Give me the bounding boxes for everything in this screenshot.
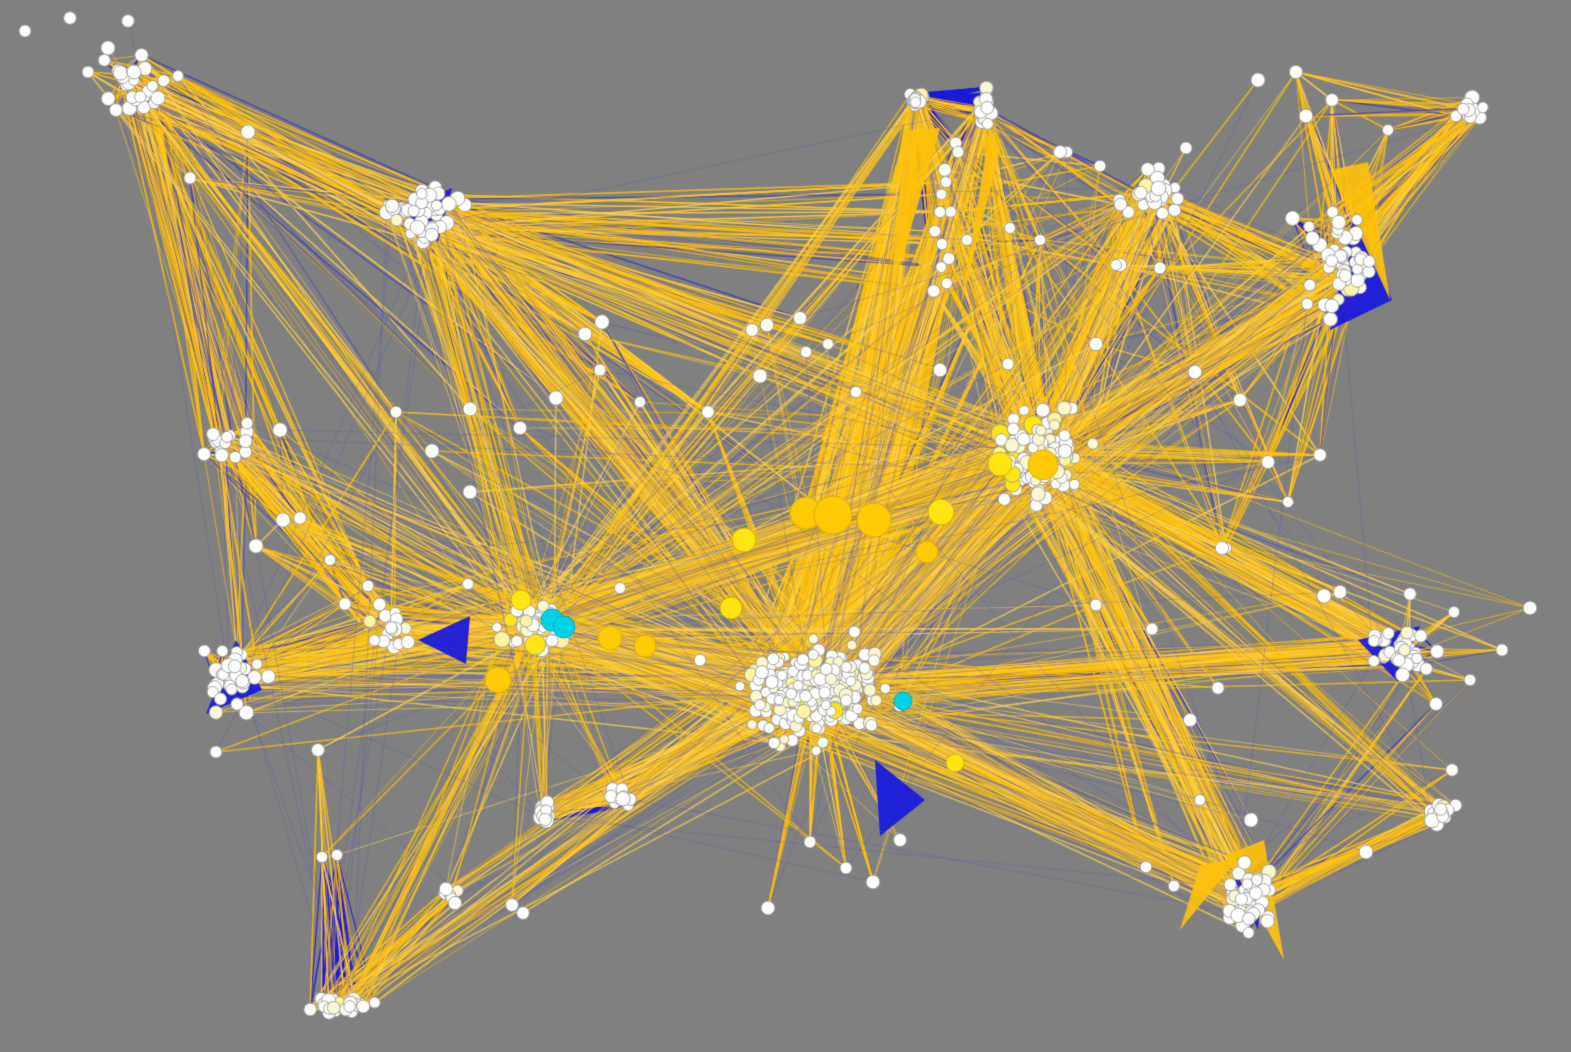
network-graph-canvas[interactable] bbox=[0, 0, 1571, 1052]
graph-canvas-container: Force-directed network graph Large undir… bbox=[0, 0, 1571, 1052]
